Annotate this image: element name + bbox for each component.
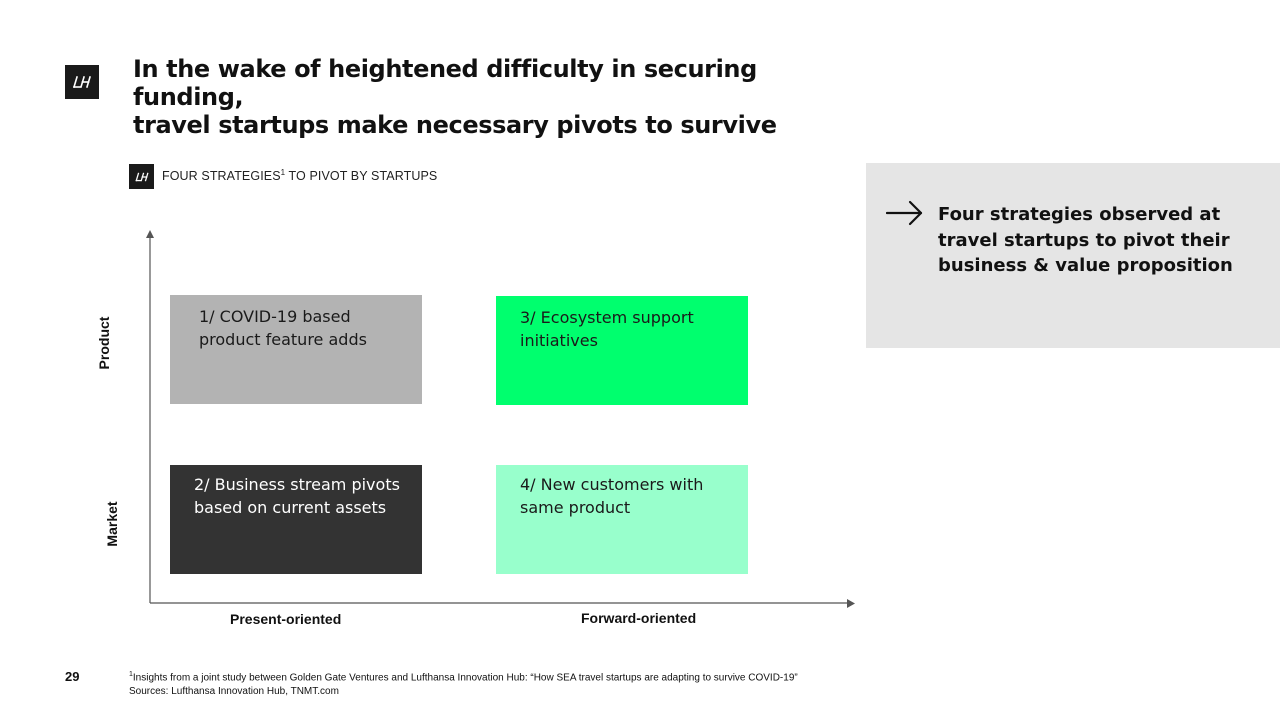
strategy-box-2: 2/ Business stream pivots based on curre… [170,465,422,574]
strategy-3-line-1: 3/ Ecosystem support [520,308,694,327]
x-axis-arrowhead [847,599,855,608]
callout-line-3: business & value proposition [938,255,1233,276]
arrow-right-icon [886,200,923,226]
lufthansa-innovation-hub-logo [65,65,99,99]
strategy-3-line-2: initiatives [520,330,598,350]
footnote-text: Insights from a joint study between Gold… [132,672,798,684]
strategy-1-line-1: 1/ COVID-19 based [199,307,351,326]
footnote: 1Insights from a joint study between Gol… [129,668,798,699]
section-logo [129,164,154,189]
y-axis-label-market: Market [104,501,120,547]
sources-line: Sources: Lufthansa Innovation Hub, TNMT.… [129,686,339,698]
strategy-2-line-2: based on current assets [194,497,387,517]
callout-line-1: Four strategies observed at [938,204,1221,225]
strategy-box-3: 3/ Ecosystem support initiatives [496,296,748,405]
strategy-1-line-2: product feature adds [199,329,367,349]
strategy-4-line-2: same product [520,497,631,517]
footnote-marker: 1 [129,671,133,678]
slide-title: In the wake of heightened difficulty in … [133,55,853,139]
callout-line-2: travel startups to pivot their [938,229,1230,251]
y-axis-arrowhead [146,230,154,238]
strategy-4-line-1: 4/ New customers with [520,475,704,494]
footnote-line: 1Insights from a joint study between Gol… [129,668,798,685]
x-axis-label-present-oriented: Present-oriented [230,611,342,627]
section-label-suffix: TO PIVOT BY STARTUPS [285,169,438,184]
callout-text: Four strategies observed at travel start… [938,202,1258,279]
lh-logo-small-icon [134,172,149,181]
strategy-box-1: 1/ COVID-19 based product feature adds [170,295,422,404]
x-axis-label-forward-oriented: Forward-oriented [581,610,697,626]
strategy-box-4: 4/ New customers with same product [496,465,748,574]
section-label-text: FOUR STRATEGIES [162,169,281,184]
lh-logo-icon [73,76,91,88]
key-takeaway-callout: Four strategies observed at travel start… [866,163,1280,348]
slide-title-line-1: In the wake of heightened difficulty in … [133,55,757,111]
strategy-2-line-1: 2/ Business stream pivots [194,475,400,494]
section-label: FOUR STRATEGIES1 TO PIVOT BY STARTUPS [162,168,437,183]
page-number: 29 [65,669,80,684]
section-label-footnote-marker: 1 [280,168,286,177]
slide-title-line-2: travel startups make necessary pivots to… [133,111,777,139]
y-axis-label-product: Product [96,316,112,370]
